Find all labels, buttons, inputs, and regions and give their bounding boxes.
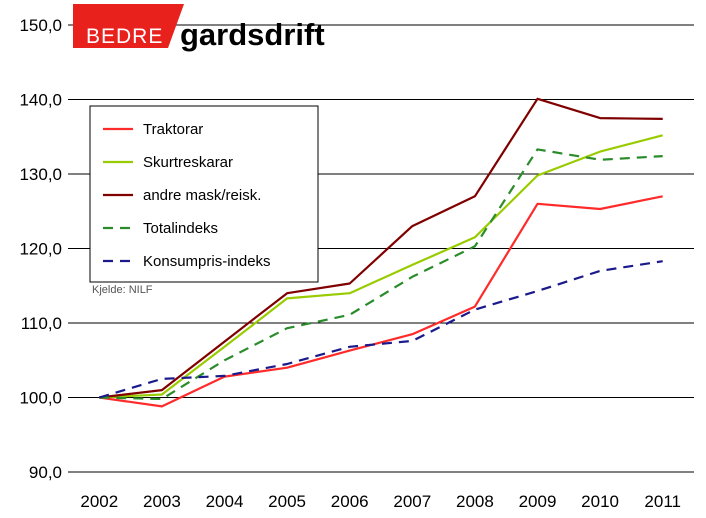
x-tick-label: 2010 (581, 492, 619, 511)
x-tick-label: 2005 (268, 492, 306, 511)
x-tick-label: 2009 (519, 492, 557, 511)
legend-label: andre mask/reisk. (143, 187, 261, 204)
y-tick-label: 90,0 (29, 463, 62, 482)
y-tick-label: 110,0 (21, 314, 62, 333)
logo-prefix: BEDRE (86, 25, 163, 48)
y-tick-label: 130,0 (19, 165, 62, 184)
legend-label: Totalindeks (143, 220, 218, 237)
x-tick-label: 2002 (80, 492, 118, 511)
y-tick-label: 140,0 (19, 91, 62, 110)
x-axis-tick-labels: 2002 2003 2004 2005 2006 2007 2008 2009 2010 2011 (80, 492, 681, 511)
x-tick-label: 2003 (143, 492, 181, 511)
logo-main: gardsdrift (180, 17, 325, 52)
x-tick-label: 2011 (644, 492, 681, 511)
series-line-2 (99, 97, 663, 399)
y-tick-label: 100,0 (19, 389, 62, 408)
x-tick-label: 2008 (456, 492, 494, 511)
legend-label: Konsumpris-indeks (143, 253, 271, 270)
x-tick-label: 2004 (206, 492, 244, 511)
y-axis-tick-labels: 90,0 100,0 110,0 120,0 130,0 140,0 150,0 (19, 16, 62, 482)
source-note: Kjelde: NILF (92, 284, 153, 296)
y-tick-label: 120,0 (19, 240, 62, 259)
legend-label: Skurtreskarar (143, 154, 233, 171)
series-lines (98, 97, 663, 408)
x-tick-label: 2006 (331, 492, 369, 511)
x-tick-label: 2007 (393, 492, 431, 511)
legend-label: Traktorar (143, 121, 203, 138)
logo-red-banner (73, 4, 184, 48)
legend: Traktorar Skurtreskarar andre mask/reisk. T… (89, 105, 319, 283)
y-tick-label: 150,0 (19, 16, 62, 35)
series-line-3 (99, 148, 663, 401)
logo: BEDRE gardsdrift (73, 4, 325, 52)
series-line-0 (99, 195, 663, 408)
series-line-1 (99, 134, 663, 399)
